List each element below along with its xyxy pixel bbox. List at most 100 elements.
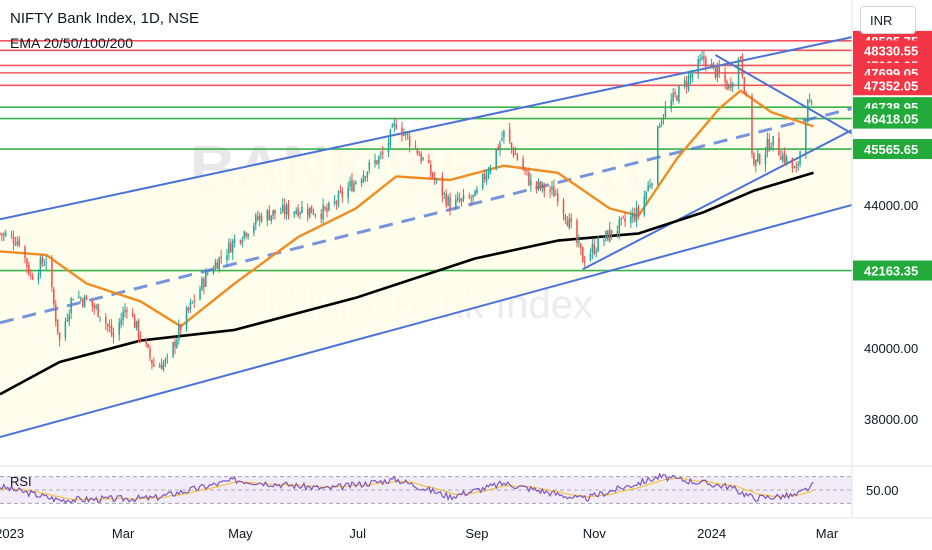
candle[interactable] <box>618 215 621 240</box>
candle[interactable] <box>347 181 349 204</box>
candle[interactable] <box>447 194 449 207</box>
time-scale[interactable]: 2023 Mar May Jul Sep Nov 2024 Mar <box>0 517 932 541</box>
candle[interactable] <box>468 192 471 199</box>
candle[interactable] <box>772 136 774 152</box>
candle[interactable] <box>606 229 609 241</box>
candle[interactable] <box>418 150 421 157</box>
candle[interactable] <box>91 299 94 312</box>
candle[interactable] <box>266 208 269 226</box>
candle[interactable] <box>470 194 472 206</box>
candle[interactable] <box>701 50 703 61</box>
candle[interactable] <box>51 255 53 292</box>
candle[interactable] <box>455 194 457 211</box>
candle[interactable] <box>543 182 546 198</box>
candle[interactable] <box>233 234 236 248</box>
candle[interactable] <box>374 153 376 168</box>
candle[interactable] <box>285 202 288 221</box>
candle[interactable] <box>430 160 432 180</box>
candle[interactable] <box>78 290 80 299</box>
candle[interactable] <box>656 125 659 186</box>
candle[interactable] <box>685 75 688 94</box>
candle[interactable] <box>676 94 678 101</box>
candle[interactable] <box>93 302 96 315</box>
candle[interactable] <box>389 128 392 150</box>
candle[interactable] <box>610 229 613 240</box>
candle[interactable] <box>793 165 796 169</box>
candle[interactable] <box>624 212 626 227</box>
candle[interactable] <box>472 194 474 204</box>
candle[interactable] <box>151 359 153 370</box>
candle[interactable] <box>158 362 161 368</box>
candle[interactable] <box>306 203 309 222</box>
candle[interactable] <box>131 308 134 318</box>
candle[interactable] <box>487 166 490 180</box>
candle[interactable] <box>551 180 553 196</box>
candle[interactable] <box>485 169 488 185</box>
candle[interactable] <box>645 190 647 205</box>
candle[interactable] <box>66 313 69 323</box>
candle[interactable] <box>664 100 667 119</box>
candle[interactable] <box>333 195 336 207</box>
candle[interactable] <box>245 231 247 239</box>
candle[interactable] <box>26 257 28 274</box>
candle[interactable] <box>68 309 71 327</box>
candle[interactable] <box>364 175 367 182</box>
candle[interactable] <box>633 207 636 223</box>
candle[interactable] <box>553 179 555 197</box>
candle[interactable] <box>530 173 532 192</box>
candle[interactable] <box>728 83 730 91</box>
candle[interactable] <box>576 218 578 248</box>
candle[interactable] <box>522 155 524 171</box>
candle[interactable] <box>189 298 192 313</box>
candle[interactable] <box>70 296 72 319</box>
candle[interactable] <box>135 320 138 331</box>
candle[interactable] <box>230 238 232 253</box>
candle[interactable] <box>524 167 526 176</box>
candle[interactable] <box>268 205 271 221</box>
candle[interactable] <box>406 132 409 140</box>
candle[interactable] <box>637 204 640 220</box>
candle[interactable] <box>30 269 32 280</box>
candle[interactable] <box>408 133 411 153</box>
candle[interactable] <box>791 157 794 173</box>
candle[interactable] <box>214 258 217 270</box>
candle[interactable] <box>81 297 84 308</box>
candle[interactable] <box>360 177 363 187</box>
candle[interactable] <box>378 155 380 170</box>
candle[interactable] <box>220 249 222 264</box>
candle[interactable] <box>712 62 715 70</box>
candle[interactable] <box>395 118 397 130</box>
candle[interactable] <box>247 233 249 240</box>
candle[interactable] <box>85 294 88 301</box>
candle[interactable] <box>193 294 196 308</box>
candle[interactable] <box>112 327 115 344</box>
candle[interactable] <box>122 306 124 326</box>
candle[interactable] <box>387 137 390 158</box>
candle[interactable] <box>126 306 128 319</box>
candle[interactable] <box>145 338 147 348</box>
candle[interactable] <box>489 164 492 175</box>
candle[interactable] <box>555 189 557 196</box>
candle[interactable] <box>55 300 57 327</box>
candle[interactable] <box>758 153 761 166</box>
candle[interactable] <box>339 184 342 194</box>
candle[interactable] <box>481 173 484 191</box>
candle[interactable] <box>137 318 140 343</box>
candle[interactable] <box>510 142 513 154</box>
candle[interactable] <box>149 345 151 362</box>
candle[interactable] <box>462 188 465 203</box>
candle[interactable] <box>597 235 599 253</box>
candle[interactable] <box>178 319 180 345</box>
candle[interactable] <box>324 206 326 212</box>
candle[interactable] <box>420 151 422 165</box>
candle[interactable] <box>483 169 486 184</box>
candle[interactable] <box>422 156 424 161</box>
candle[interactable] <box>5 229 7 238</box>
candle[interactable] <box>564 213 567 225</box>
candle[interactable] <box>718 59 721 78</box>
candle[interactable] <box>768 133 771 152</box>
candle[interactable] <box>805 120 807 159</box>
trend-line-2[interactable] <box>0 107 853 325</box>
candle[interactable] <box>785 154 788 166</box>
candle[interactable] <box>743 77 746 95</box>
